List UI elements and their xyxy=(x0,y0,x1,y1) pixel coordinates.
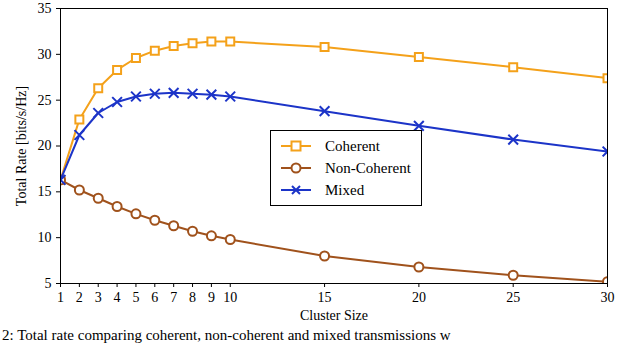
svg-text:10: 10 xyxy=(38,230,52,245)
svg-text:Cluster Size: Cluster Size xyxy=(300,308,368,323)
html-text:Non-Coherent: Non-Coherent xyxy=(325,159,411,176)
svg-text:15: 15 xyxy=(318,290,332,305)
svg-text:5: 5 xyxy=(45,276,52,291)
svg-text:3: 3 xyxy=(95,290,102,305)
svg-text:10: 10 xyxy=(223,290,237,305)
svg-text:2: 2 xyxy=(76,290,83,305)
svg-text:1: 1 xyxy=(57,290,64,305)
svg-text:4: 4 xyxy=(114,290,121,305)
svg-text:35: 35 xyxy=(38,1,52,16)
svg-text:9: 9 xyxy=(208,290,215,305)
svg-text:5: 5 xyxy=(132,290,139,305)
html-text:Coherent: Coherent xyxy=(325,137,380,154)
svg-text:25: 25 xyxy=(506,290,520,305)
svg-text:30: 30 xyxy=(38,47,52,62)
svg-text:7: 7 xyxy=(170,290,177,305)
svg-text:20: 20 xyxy=(412,290,426,305)
html-text:2: Total rate comparing cohere: 2: Total rate comparing coherent, non-co… xyxy=(2,327,451,343)
svg-text:6: 6 xyxy=(151,290,158,305)
svg-text:20: 20 xyxy=(38,138,52,153)
svg-text:8: 8 xyxy=(189,290,196,305)
svg-text:15: 15 xyxy=(38,184,52,199)
svg-text:30: 30 xyxy=(601,290,615,305)
svg-text:Total Rate [bits/s/Hz]: Total Rate [bits/s/Hz] xyxy=(14,86,29,206)
html-text:Mixed: Mixed xyxy=(325,181,365,198)
svg-text:25: 25 xyxy=(38,93,52,108)
